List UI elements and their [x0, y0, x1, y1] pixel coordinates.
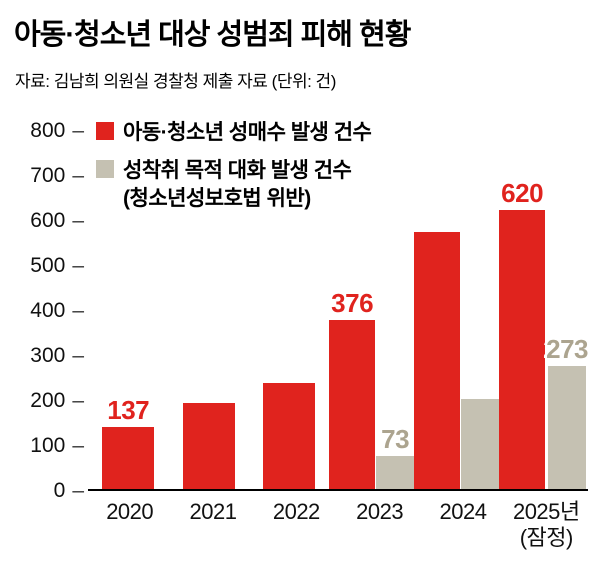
bar-group-2020: 137 — [88, 131, 168, 489]
bar-unit: 620 — [499, 178, 546, 489]
legend-sublabel-gray: (청소년성보호법 위반) — [123, 186, 311, 210]
y-tick-500: 500– — [30, 255, 84, 276]
y-tick-mark: – — [72, 299, 84, 323]
y-axis: 800–700–600–500–400–300–200–100–0– — [10, 0, 84, 576]
bar-group-2024 — [414, 131, 500, 489]
y-tick-200: 200– — [30, 390, 84, 411]
red-bar-2021 — [182, 403, 235, 489]
y-tick-mark: – — [72, 344, 84, 368]
x-axis-label-2024: 2024 — [439, 499, 487, 524]
bar-unit: 273 — [546, 334, 589, 489]
y-tick-label: 600 — [30, 209, 66, 233]
x-axis-labels: 2020 2021 2022 2023 2024 2025년 (잠정) — [88, 499, 588, 552]
bar-group-2022 — [249, 131, 329, 489]
bar-unit: 137 — [102, 395, 155, 489]
x-axis-label-2022: 2022 — [272, 499, 320, 524]
y-tick-mark: – — [72, 479, 84, 503]
y-tick-label: 100 — [30, 434, 66, 458]
y-tick-label: 700 — [30, 164, 66, 188]
bar-unit — [414, 232, 461, 489]
y-tick-mark: – — [72, 434, 84, 458]
bar-value-label-273: 273 — [546, 334, 589, 364]
x-axis-label-2025년(잠정): 2025년 (잠정) — [512, 499, 580, 551]
bar-unit — [461, 399, 500, 489]
y-tick-mark: – — [72, 209, 84, 233]
bar-group-2021 — [168, 131, 248, 489]
y-tick-mark: – — [72, 254, 84, 278]
x-axis-label-2021: 2021 — [189, 499, 237, 524]
y-tick-label: 0 — [53, 479, 66, 503]
bar-unit: 73 — [376, 424, 415, 489]
y-tick-label: 800 — [30, 119, 66, 143]
bar-unit — [182, 403, 235, 489]
legend-label-red: 아동·청소년 성매수 발생 건수 — [123, 121, 372, 144]
y-tick-0: 0– — [54, 480, 84, 501]
red-bar-2020 — [102, 427, 155, 489]
red-bar-2023 — [329, 320, 376, 489]
bar-group-2025년(잠정): 620 273 — [499, 131, 589, 489]
y-tick-label: 400 — [30, 299, 66, 323]
x-axis-label-2023: 2023 — [356, 499, 404, 524]
legend-item-gray: 성착취 목적 대화 발생 건수 (청소년성보호법 위반) — [96, 157, 371, 212]
y-tick-mark: – — [72, 119, 84, 143]
bar-value-label-73: 73 — [381, 424, 410, 454]
chart-title: 아동·청소년 대상 성범죄 피해 현황 — [14, 19, 411, 51]
bar-value-label-620: 620 — [501, 178, 544, 208]
gray-bar-2024 — [461, 399, 500, 489]
legend-label-gray: 성착취 목적 대화 발생 건수 — [123, 159, 352, 183]
bar-unit: 376 — [329, 288, 376, 489]
legend-swatch-red — [96, 122, 114, 140]
bar-groups: 137 376 73 620 273 — [88, 131, 589, 489]
y-tick-label: 500 — [30, 254, 66, 278]
bar-value-label-376: 376 — [331, 288, 374, 318]
gray-bar-2023 — [376, 456, 415, 489]
y-tick-700: 700– — [30, 165, 84, 186]
source-note: 자료: 김남희 의원실 경찰청 제출 자료 (단위: 건) — [15, 72, 336, 91]
y-tick-mark: – — [72, 389, 84, 413]
bar-value-label-137: 137 — [107, 395, 150, 425]
legend-swatch-gray — [96, 160, 114, 179]
y-tick-label: 300 — [30, 344, 66, 368]
y-tick-300: 300– — [30, 345, 84, 366]
red-bar-2024 — [414, 232, 461, 489]
y-tick-mark: – — [72, 164, 84, 188]
legend-item-red: 아동·청소년 성매수 발생 건수 — [96, 119, 372, 146]
y-tick-100: 100– — [30, 435, 84, 456]
y-tick-label: 200 — [30, 389, 66, 413]
y-tick-600: 600– — [30, 210, 84, 231]
red-bar-2025년(잠정) — [499, 210, 546, 489]
legend: 아동·청소년 성매수 발생 건수 성착취 목적 대화 발생 건수 (청소년성보호… — [96, 119, 372, 212]
bar-group-2023: 376 73 — [329, 131, 415, 489]
plot-area: 137 376 73 620 273 — [88, 131, 589, 491]
y-tick-400: 400– — [30, 300, 84, 321]
y-tick-800: 800– — [30, 120, 84, 141]
bar-unit — [262, 383, 315, 489]
gray-bar-2025년(잠정) — [548, 366, 587, 489]
x-axis-label-2020: 2020 — [106, 499, 154, 524]
red-bar-2022 — [262, 383, 315, 489]
